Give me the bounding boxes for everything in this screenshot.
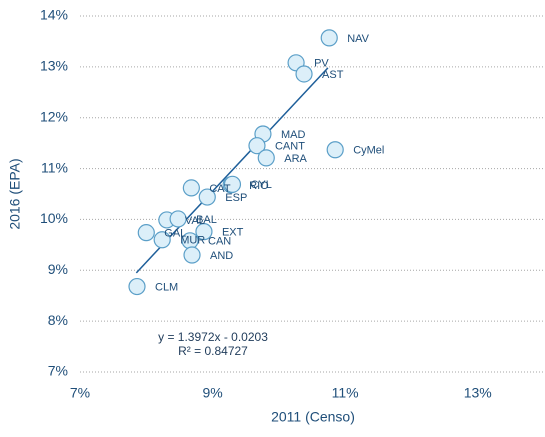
point [223, 175, 242, 193]
point [195, 223, 213, 241]
point-label: RIO [249, 180, 269, 192]
point [183, 246, 201, 264]
point [326, 141, 344, 159]
y-tick-label: 8% [48, 312, 68, 328]
point-label: ESP [225, 192, 247, 204]
y-tick-label: 14% [40, 7, 68, 23]
point-label: MAD [281, 129, 306, 141]
equation: y = 1.3972x - 0.0203 [158, 330, 268, 344]
x-tick-label: 9% [202, 385, 222, 401]
point-label: CAT [209, 183, 230, 195]
point-label: MUR [180, 235, 205, 247]
point-label: AND [210, 250, 233, 262]
y-tick-label: 12% [40, 108, 68, 124]
point-label: AST [322, 69, 344, 81]
x-axis-label: 2011 (Censo) [271, 409, 355, 425]
point-label: EXT [222, 227, 244, 239]
point-label: VAL [185, 215, 205, 227]
r-squared: R² = 0.84727 [178, 344, 248, 358]
point [153, 231, 171, 249]
point-label: PV [314, 58, 329, 70]
x-tick-label: 11% [332, 385, 359, 401]
point [295, 65, 313, 83]
point-label: CyMel [353, 145, 384, 157]
point-label: CLM [155, 281, 178, 293]
y-tick-label: 11% [41, 159, 68, 175]
y-tick-label: 13% [40, 58, 68, 74]
point [137, 224, 155, 242]
point-label: CYL [250, 179, 271, 191]
point [128, 277, 146, 296]
y-axis-label: 2016 (EPA) [7, 158, 23, 229]
point-label: BAL [196, 214, 217, 226]
y-tick-label: 7% [48, 363, 68, 379]
point [198, 188, 216, 206]
point-label: GAL [164, 228, 186, 240]
point-label: CAN [208, 236, 231, 248]
point-label: NAV [347, 33, 369, 45]
point-label: CANT [275, 141, 305, 153]
point [248, 137, 266, 155]
y-tick-label: 10% [40, 210, 68, 226]
point [182, 179, 200, 197]
point [320, 29, 338, 47]
point [169, 210, 187, 228]
point [257, 149, 275, 167]
x-tick-label: 7% [70, 385, 90, 401]
y-tick-label: 9% [48, 261, 68, 277]
point-label: ARA [284, 153, 307, 165]
x-tick-label: 13% [464, 385, 492, 401]
